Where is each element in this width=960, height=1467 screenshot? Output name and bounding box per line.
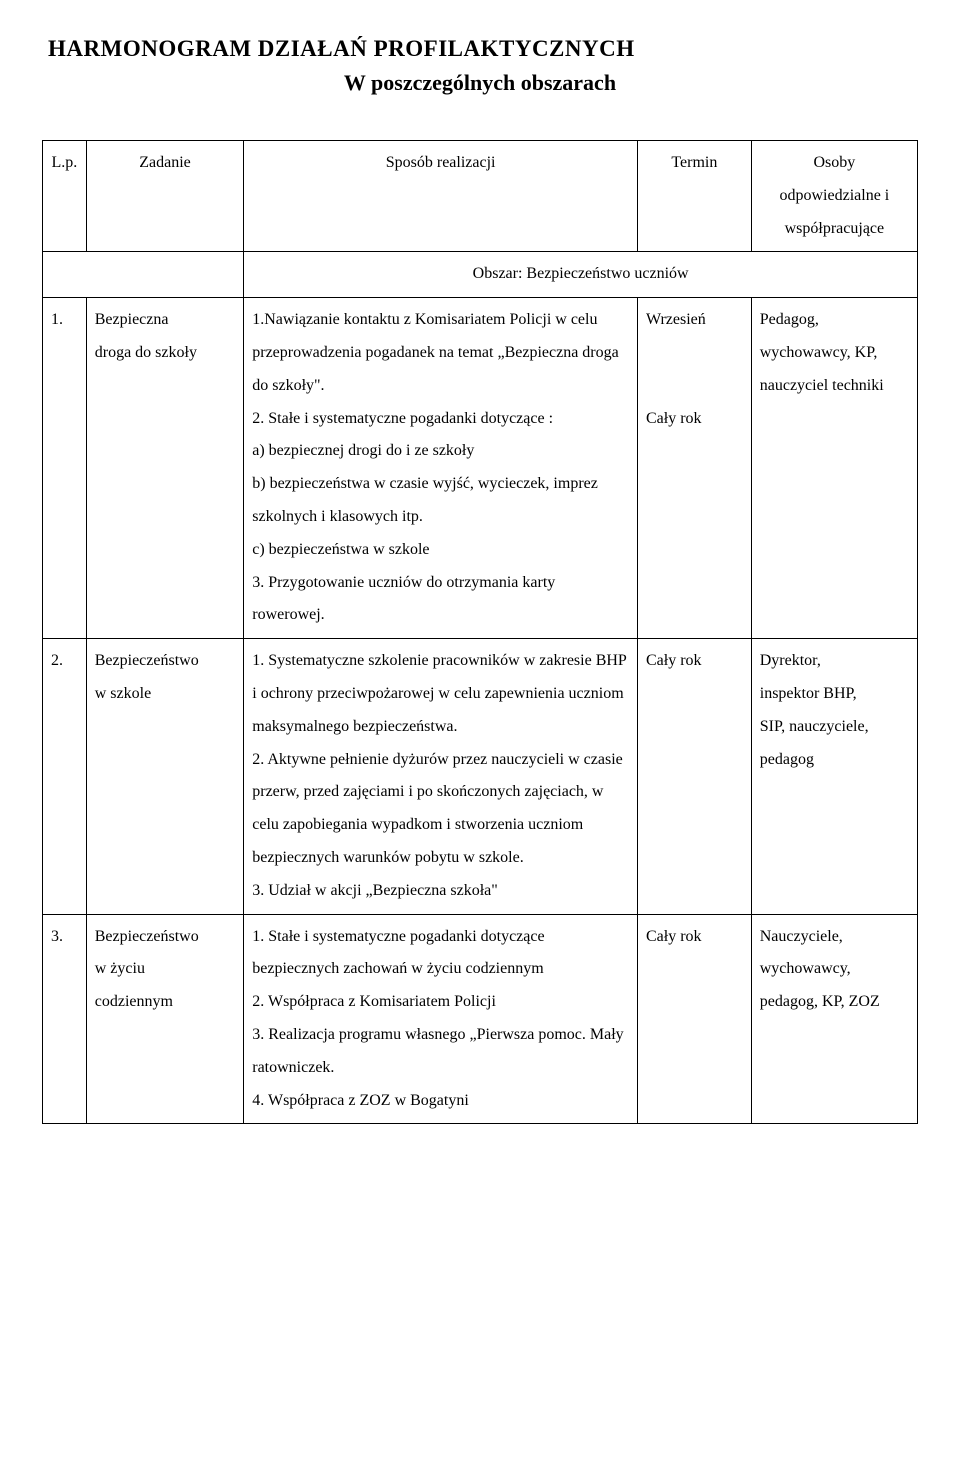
cell-desc: 1. Stałe i systematyczne pogadanki dotyc… bbox=[244, 914, 638, 1124]
col-header-resp: Osoby odpowiedzialne i współpracujące bbox=[751, 141, 917, 252]
task-line: w życiu bbox=[95, 953, 236, 986]
cell-resp: Nauczyciele, wychowawcy, pedagog, KP, ZO… bbox=[751, 914, 917, 1124]
task-line: codziennym bbox=[95, 986, 236, 1019]
col-header-term: Termin bbox=[638, 141, 752, 252]
page-title-2: W poszczególnych obszarach bbox=[42, 70, 918, 96]
table-row: 1. Bezpieczna droga do szkoły 1.Nawiązan… bbox=[43, 298, 918, 639]
section-blank bbox=[43, 252, 244, 298]
task-line: droga do szkoły bbox=[95, 337, 236, 370]
section-title: Obszar: Bezpieczeństwo uczniów bbox=[244, 252, 918, 298]
cell-task: Bezpieczna droga do szkoły bbox=[86, 298, 244, 639]
resp-header-line3: współpracujące bbox=[760, 213, 909, 246]
page-title-1: HARMONOGRAM DZIAŁAŃ PROFILAKTYCZNYCH bbox=[48, 36, 918, 62]
cell-lp: 3. bbox=[43, 914, 87, 1124]
resp-header-line1: Osoby bbox=[760, 147, 909, 180]
task-line: Bezpieczeństwo bbox=[95, 645, 236, 678]
resp-header-line2: odpowiedzialne i bbox=[760, 180, 909, 213]
cell-task: Bezpieczeństwo w życiu codziennym bbox=[86, 914, 244, 1124]
table-header-row: L.p. Zadanie Sposób realizacji Termin Os… bbox=[43, 141, 918, 252]
col-header-desc: Sposób realizacji bbox=[244, 141, 638, 252]
cell-term: Wrzesień Cały rok bbox=[638, 298, 752, 639]
table-section-row: Obszar: Bezpieczeństwo uczniów bbox=[43, 252, 918, 298]
cell-task: Bezpieczeństwo w szkole bbox=[86, 639, 244, 914]
table-row: 3. Bezpieczeństwo w życiu codziennym 1. … bbox=[43, 914, 918, 1124]
cell-resp: Pedagog, wychowawcy, KP, nauczyciel tech… bbox=[751, 298, 917, 639]
task-line: w szkole bbox=[95, 678, 236, 711]
cell-term: Cały rok bbox=[638, 639, 752, 914]
col-header-task: Zadanie bbox=[86, 141, 244, 252]
cell-term: Cały rok bbox=[638, 914, 752, 1124]
schedule-table: L.p. Zadanie Sposób realizacji Termin Os… bbox=[42, 140, 918, 1124]
cell-resp: Dyrektor, inspektor BHP, SIP, nauczyciel… bbox=[751, 639, 917, 914]
cell-lp: 1. bbox=[43, 298, 87, 639]
task-line: Bezpieczeństwo bbox=[95, 921, 236, 954]
task-line: Bezpieczna bbox=[95, 304, 236, 337]
col-header-lp: L.p. bbox=[43, 141, 87, 252]
table-row: 2. Bezpieczeństwo w szkole 1. Systematyc… bbox=[43, 639, 918, 914]
cell-desc: 1.Nawiązanie kontaktu z Komisariatem Pol… bbox=[244, 298, 638, 639]
cell-desc: 1. Systematyczne szkolenie pracowników w… bbox=[244, 639, 638, 914]
cell-lp: 2. bbox=[43, 639, 87, 914]
